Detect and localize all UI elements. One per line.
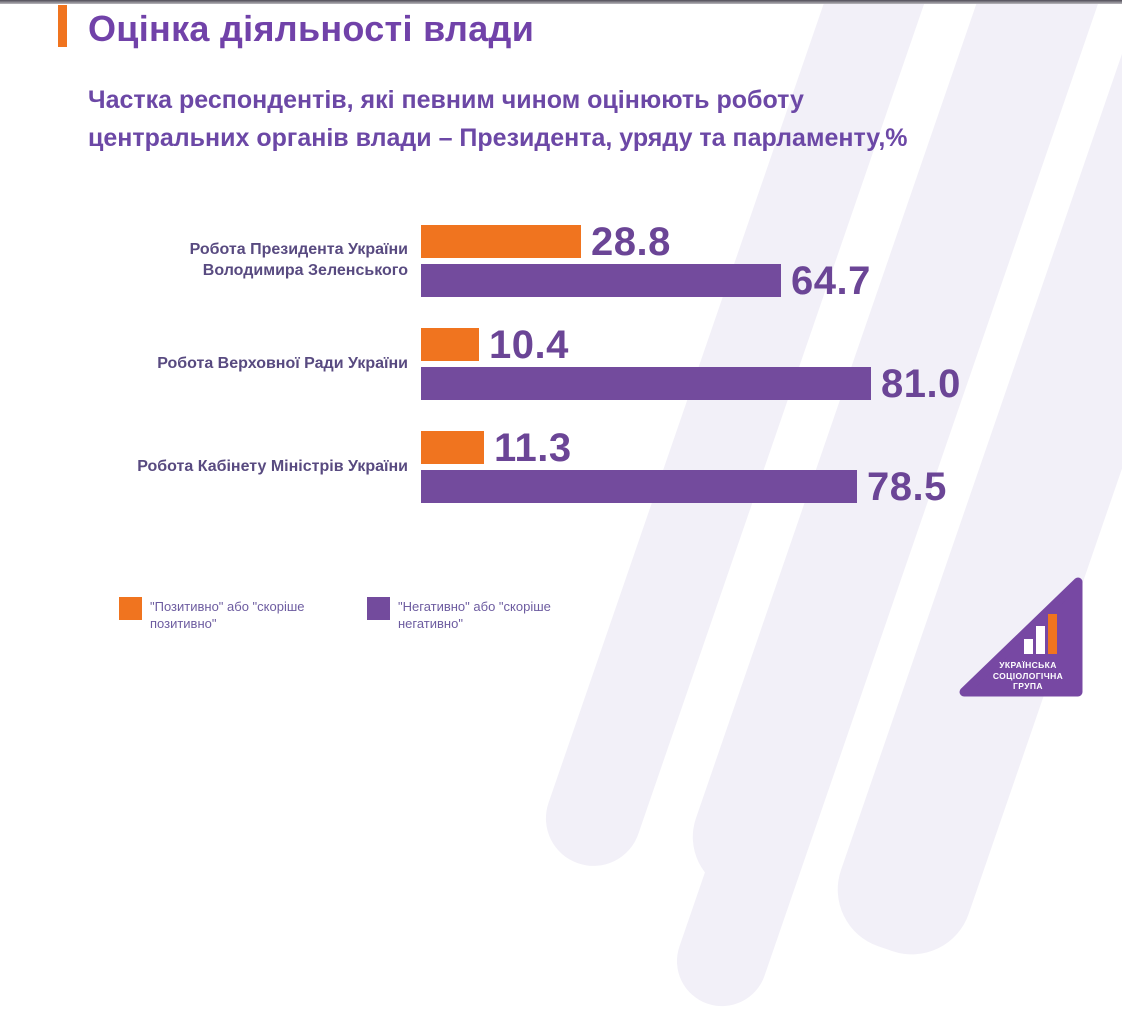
negative-value: 64.7	[791, 258, 871, 303]
positive-value: 28.8	[591, 219, 671, 264]
category-label: Робота Кабінету Міністрів України	[137, 457, 408, 475]
negative-bar-line: 64.7	[421, 261, 871, 301]
positive-swatch	[119, 597, 142, 620]
bars-group: 28.8 64.7	[421, 222, 871, 301]
title-accent-bar	[58, 5, 67, 47]
ukrainian-sociological-group-logo: УКРАЇНСЬКА СОЦІОЛОГІЧНА ГРУПА	[952, 574, 1084, 700]
negative-bar	[421, 470, 857, 503]
chart-row-parliament: Робота Верховної Ради України 10.4 81.0	[88, 325, 961, 404]
positive-value: 10.4	[489, 322, 569, 367]
positive-bar	[421, 225, 581, 258]
logo-bar-icon	[1048, 614, 1057, 654]
positive-bar	[421, 431, 484, 464]
category-label: Робота Президента України Володимира Зел…	[189, 241, 408, 279]
negative-bar	[421, 367, 871, 400]
legend-label-positive: "Позитивно" або "скоріше позитивно"	[150, 599, 305, 631]
negative-bar	[421, 264, 781, 297]
negative-bar-line: 78.5	[421, 467, 947, 507]
logo-bar-icon	[1036, 626, 1045, 654]
chart-row-president: Робота Президента України Володимира Зел…	[88, 222, 961, 301]
negative-swatch	[367, 597, 390, 620]
slide-top-edge	[0, 0, 1122, 4]
page-title: Оцінка діяльності влади	[88, 8, 535, 49]
bars-group: 11.3 78.5	[421, 428, 947, 507]
logo-bar-icon	[1024, 639, 1033, 654]
chart-row-cabinet: Робота Кабінету Міністрів України 11.3 7…	[88, 428, 961, 507]
positive-value: 11.3	[494, 425, 572, 470]
bars-group: 10.4 81.0	[421, 325, 961, 404]
legend-item-positive: "Позитивно" або "скоріше позитивно"	[119, 597, 305, 633]
logo-text: УКРАЇНСЬКА СОЦІОЛОГІЧНА ГРУПА	[992, 660, 1064, 692]
negative-value: 81.0	[881, 361, 961, 406]
positive-bar-line: 11.3	[421, 428, 947, 468]
negative-bar-line: 81.0	[421, 364, 961, 404]
legend-item-negative: "Негативно" або "скоріше негативно"	[367, 597, 551, 633]
logo-triangle-icon	[959, 577, 1083, 697]
legend-label-negative: "Негативно" або "скоріше негативно"	[398, 599, 551, 631]
positive-bar-line: 28.8	[421, 222, 871, 262]
positive-bar	[421, 328, 479, 361]
page-subtitle: Частка респондентів, які певним чином оц…	[88, 86, 908, 152]
negative-value: 78.5	[867, 464, 947, 509]
bar-chart: Робота Президента України Володимира Зел…	[88, 222, 961, 534]
category-label: Робота Верховної Ради України	[157, 354, 408, 372]
positive-bar-line: 10.4	[421, 325, 961, 365]
